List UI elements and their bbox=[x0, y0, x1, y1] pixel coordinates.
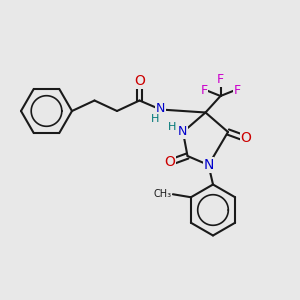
Text: O: O bbox=[134, 74, 145, 88]
Text: O: O bbox=[164, 155, 175, 169]
Text: O: O bbox=[241, 131, 251, 145]
Text: F: F bbox=[200, 83, 208, 97]
Text: N: N bbox=[156, 102, 165, 116]
Text: F: F bbox=[217, 73, 224, 86]
Text: CH₃: CH₃ bbox=[153, 189, 171, 199]
Text: N: N bbox=[178, 125, 187, 138]
Text: F: F bbox=[233, 83, 241, 97]
Text: H: H bbox=[151, 114, 159, 124]
Text: N: N bbox=[203, 158, 214, 172]
Text: H: H bbox=[168, 122, 177, 133]
